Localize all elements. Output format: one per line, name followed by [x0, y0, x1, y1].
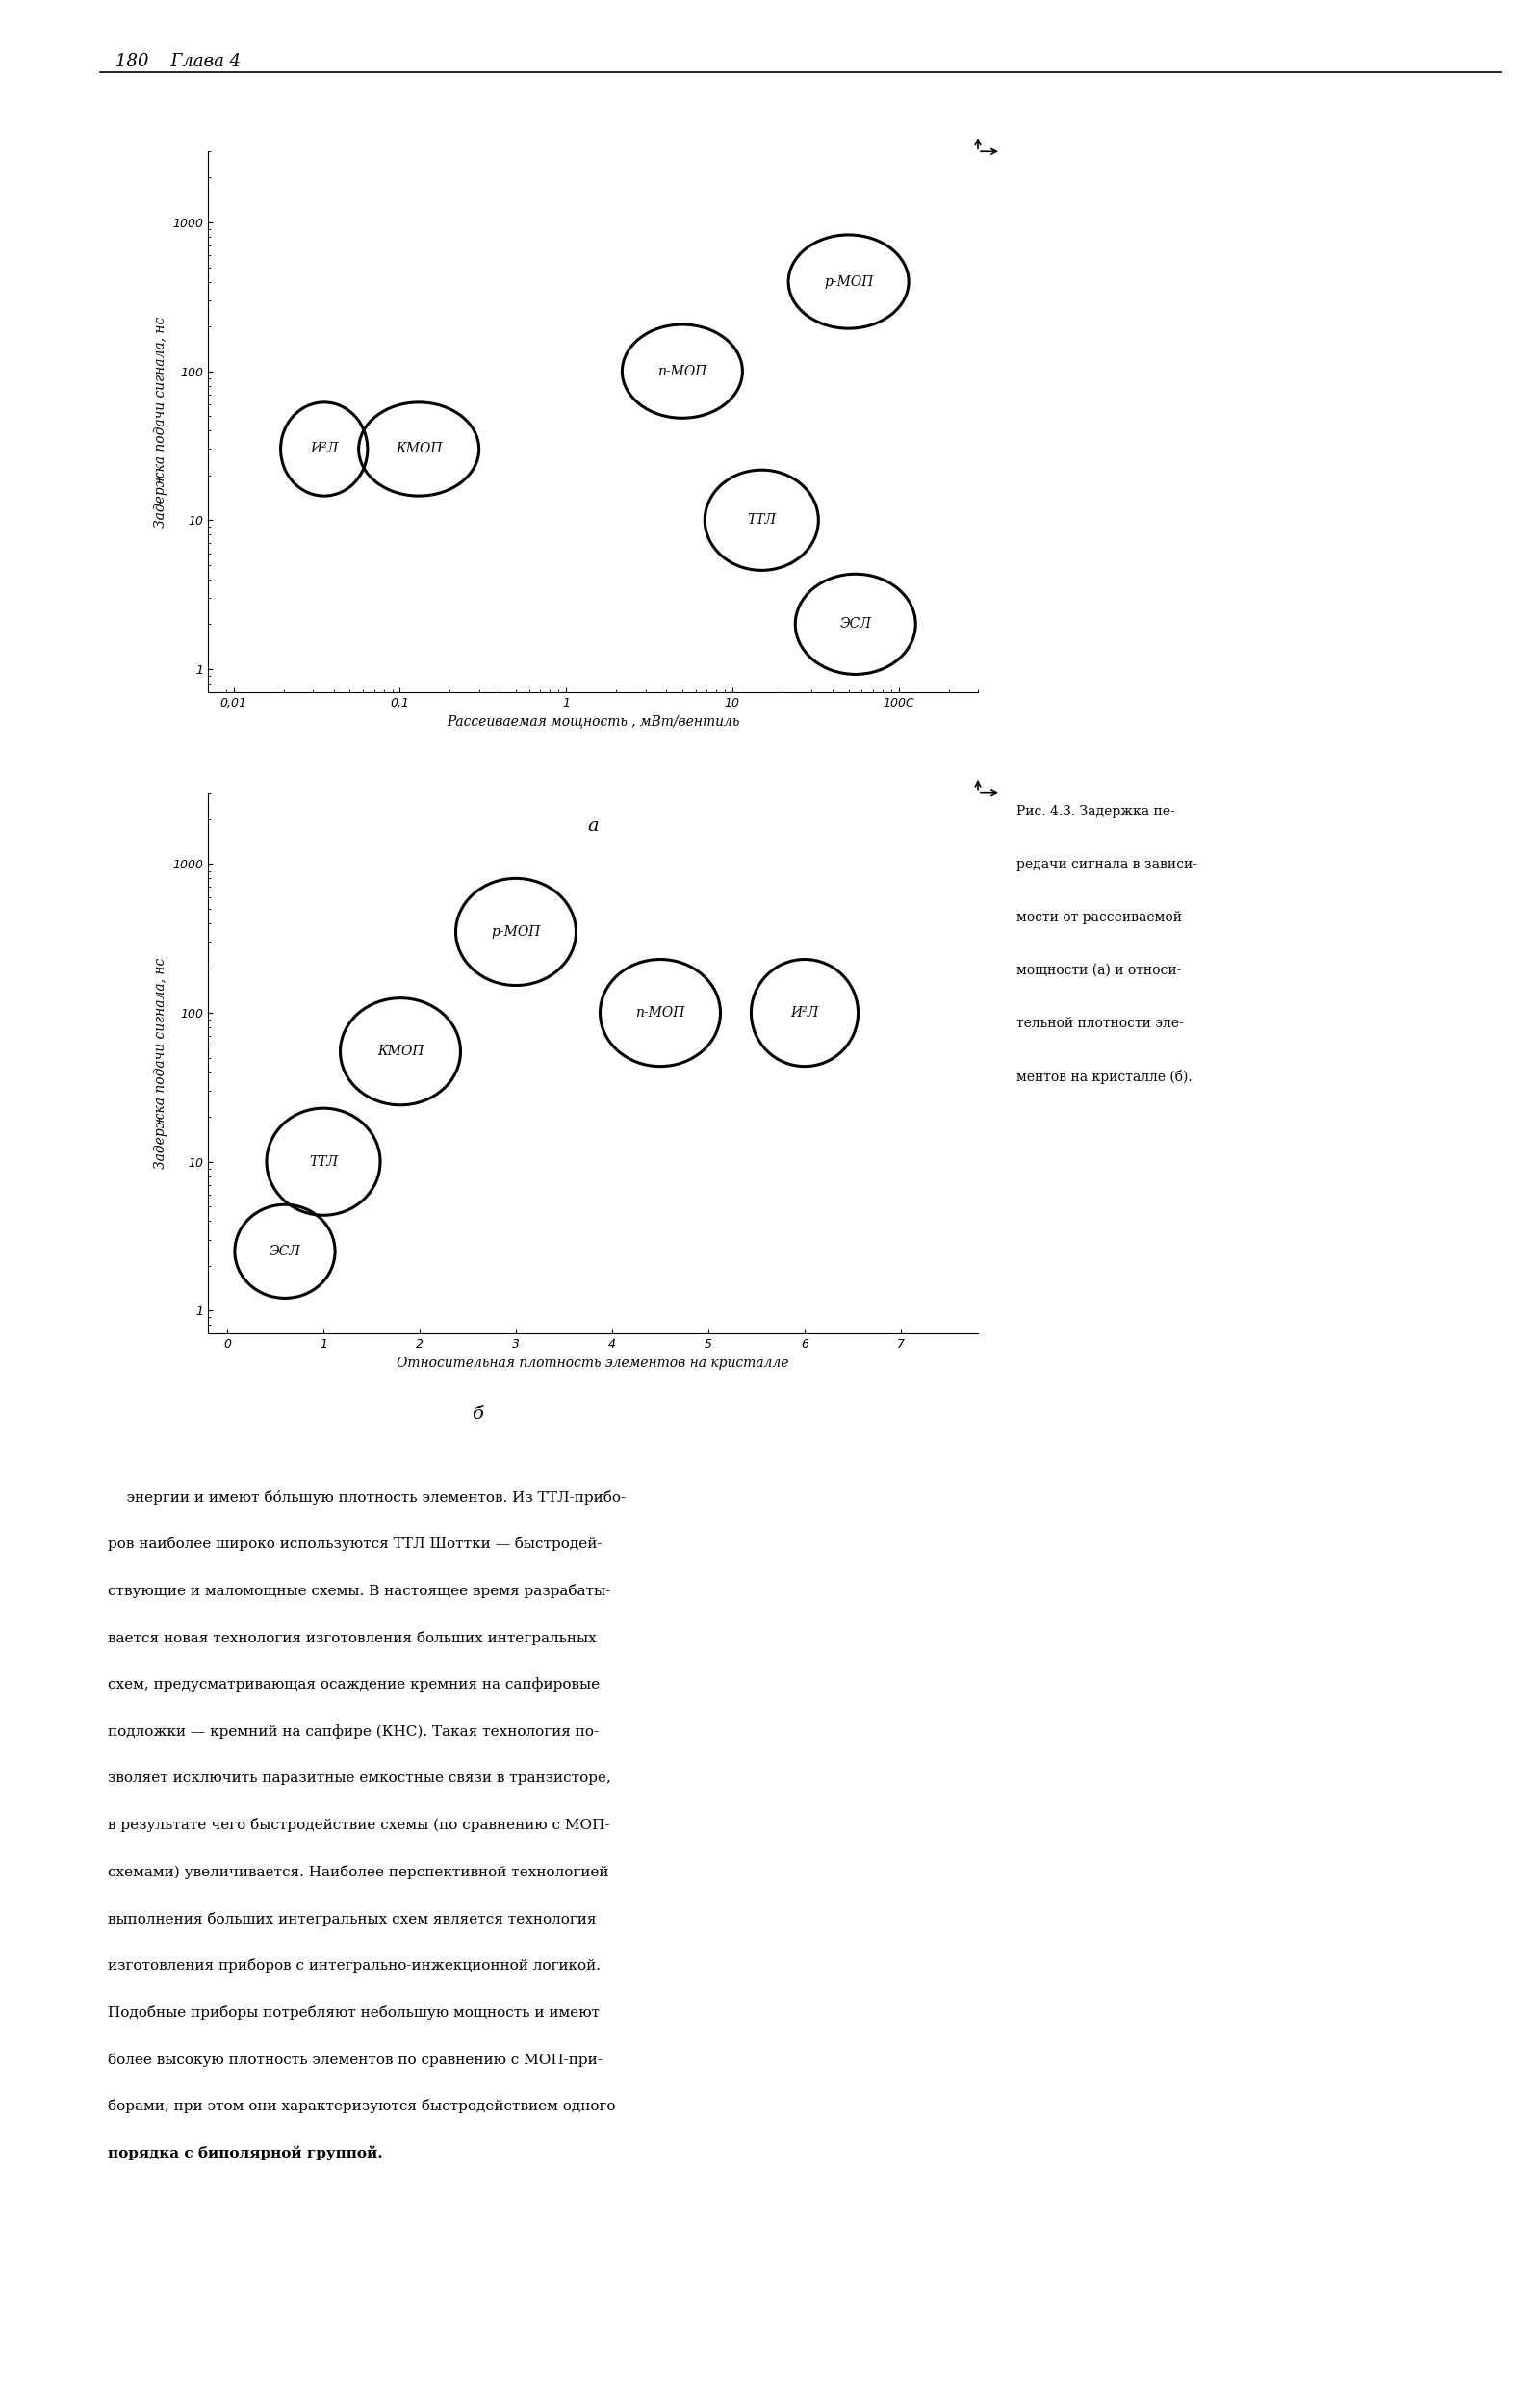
- Text: порядка с биполярной группой.: порядка с биполярной группой.: [108, 2146, 383, 2160]
- Text: а: а: [587, 817, 599, 834]
- Text: 180    Глава 4: 180 Глава 4: [116, 53, 240, 70]
- X-axis label: Рассеиваемая мощность , мВт/вентиль: Рассеиваемая мощность , мВт/вентиль: [447, 714, 739, 728]
- X-axis label: Относительная плотность элементов на кристалле: Относительная плотность элементов на кри…: [397, 1355, 788, 1370]
- Text: мости от рассеиваемой: мости от рассеиваемой: [1016, 911, 1183, 925]
- Text: подложки — кремний на сапфире (КНС). Такая технология по-: подложки — кремний на сапфире (КНС). Так…: [108, 1725, 599, 1737]
- Text: Подобные приборы потребляют небольшую мощность и имеют: Подобные приборы потребляют небольшую мо…: [108, 2004, 599, 2021]
- Text: более высокую плотность элементов по сравнению с МОП-при-: более высокую плотность элементов по сра…: [108, 2052, 602, 2067]
- Text: выполнения больших интегральных схем является технология: выполнения больших интегральных схем явл…: [108, 1913, 596, 1927]
- Text: ментов на кристалле (б).: ментов на кристалле (б).: [1016, 1069, 1192, 1084]
- Text: И²Л: И²Л: [790, 1007, 819, 1019]
- Text: ствующие и маломощные схемы. В настоящее время разрабаты-: ствующие и маломощные схемы. В настоящее…: [108, 1584, 610, 1598]
- Text: мощности (а) и относи-: мощности (а) и относи-: [1016, 964, 1181, 978]
- Text: в результате чего быстродействие схемы (по сравнению с МОП-: в результате чего быстродействие схемы (…: [108, 1819, 610, 1833]
- Text: борами, при этом они характеризуются быстродействием одного: борами, при этом они характеризуются быс…: [108, 2100, 616, 2115]
- Text: ТТЛ: ТТЛ: [310, 1156, 337, 1168]
- Text: р-МОП: р-МОП: [491, 925, 541, 940]
- Text: зволяет исключить паразитные емкостные связи в транзисторе,: зволяет исключить паразитные емкостные с…: [108, 1771, 611, 1785]
- Text: КМОП: КМОП: [377, 1045, 424, 1057]
- Text: ТТЛ: ТТЛ: [747, 514, 776, 526]
- Text: изготовления приборов с интегрально-инжекционной логикой.: изготовления приборов с интегрально-инже…: [108, 1958, 601, 1973]
- Text: схемами) увеличивается. Наиболее перспективной технологией: схемами) увеличивается. Наиболее перспек…: [108, 1865, 608, 1879]
- Text: энергии и имеют бо́льшую плотность элементов. Из ТТЛ-прибо-: энергии и имеют бо́льшую плотность элеме…: [108, 1490, 625, 1504]
- Text: схем, предусматривающая осаждение кремния на сапфировые: схем, предусматривающая осаждение кремни…: [108, 1677, 599, 1692]
- Text: р-МОП: р-МОП: [824, 274, 873, 288]
- Text: вается новая технология изготовления больших интегральных: вается новая технология изготовления бол…: [108, 1629, 596, 1646]
- Text: редачи сигнала в зависи-: редачи сигнала в зависи-: [1016, 858, 1198, 872]
- Text: n-МОП: n-МОП: [636, 1007, 685, 1019]
- Y-axis label: Задержка подачи сигнала, нс: Задержка подачи сигнала, нс: [154, 317, 166, 526]
- Text: б: б: [471, 1406, 484, 1423]
- Text: ЭСЛ: ЭСЛ: [839, 618, 872, 632]
- Text: n-МОП: n-МОП: [658, 365, 707, 377]
- Text: ров наиболее широко используются ТТЛ Шоттки — быстродей-: ров наиболее широко используются ТТЛ Шот…: [108, 1538, 602, 1552]
- Text: ЭСЛ: ЭСЛ: [270, 1245, 300, 1259]
- Text: И²Л: И²Л: [310, 442, 339, 457]
- Text: тельной плотности эле-: тельной плотности эле-: [1016, 1016, 1184, 1031]
- Y-axis label: Задержка подачи сигнала, нс: Задержка подачи сигнала, нс: [154, 959, 166, 1168]
- Text: КМОП: КМОП: [396, 442, 442, 457]
- Text: Рис. 4.3. Задержка пе-: Рис. 4.3. Задержка пе-: [1016, 805, 1175, 819]
